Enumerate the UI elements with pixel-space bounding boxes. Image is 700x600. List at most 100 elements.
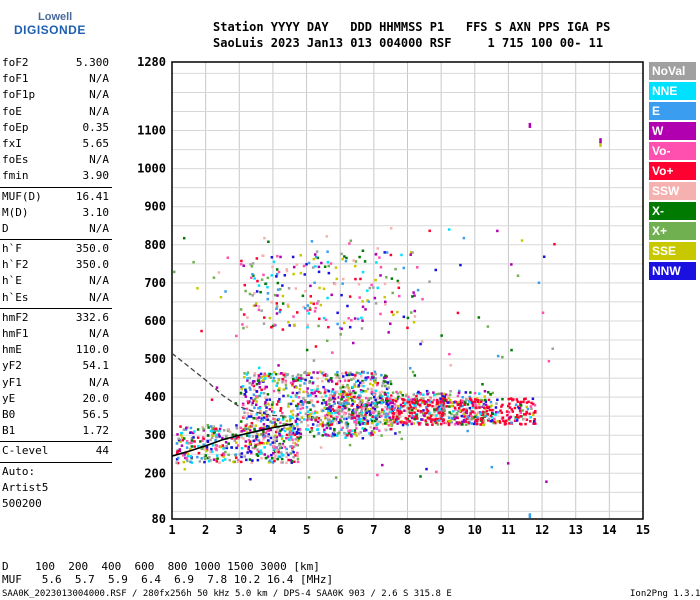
echo-point (186, 454, 190, 458)
echo-point (308, 401, 311, 404)
echo-point (316, 384, 319, 388)
echo-point (312, 257, 316, 261)
echo-point (285, 269, 289, 273)
echo-point (397, 294, 401, 298)
echo-point (314, 418, 317, 422)
echo-point (381, 384, 384, 388)
echo-point (275, 307, 278, 311)
echo-point (301, 406, 305, 410)
echo-point (380, 410, 384, 414)
echo-point (215, 386, 219, 389)
header-values: SaoLuis 2023 Jan13 013 004000 RSF 1 715 … (213, 36, 604, 50)
echo-point (260, 380, 263, 383)
echo-point (293, 460, 296, 464)
echo-point (414, 401, 418, 404)
echo-point (338, 401, 341, 404)
echo-point (175, 457, 179, 461)
echo-point (202, 437, 205, 441)
echo-point (382, 409, 385, 413)
echo-point (278, 434, 282, 437)
echo-point (291, 382, 294, 386)
echo-point (299, 271, 303, 275)
echo-point (292, 455, 295, 459)
echo-point (270, 300, 274, 304)
echo-point (324, 414, 327, 417)
echo-point (419, 342, 422, 346)
echo-point (513, 406, 517, 410)
echo-point (360, 409, 363, 412)
trace-curve (171, 352, 287, 417)
echo-point (486, 325, 490, 328)
echo-point (360, 403, 364, 407)
echo-point (265, 418, 268, 421)
echo-point (361, 249, 365, 253)
echo-point (288, 324, 291, 327)
echo-point (289, 429, 292, 432)
echo-point (221, 436, 224, 440)
echo-point (483, 389, 487, 393)
echo-point (348, 415, 352, 419)
echo-point (215, 436, 218, 439)
echo-point (301, 401, 305, 404)
param-name: yF2 (2, 359, 22, 373)
echo-point (267, 240, 270, 244)
echo-point (267, 414, 271, 418)
echo-point (432, 391, 435, 394)
echo-point (344, 371, 348, 374)
echo-point (256, 279, 259, 283)
echo-point (218, 429, 221, 433)
echo-point (384, 376, 387, 379)
echo-point (250, 450, 253, 454)
echo-point (375, 383, 379, 387)
echo-point (385, 400, 389, 403)
echo-point (296, 454, 299, 458)
echo-point (411, 370, 415, 374)
echo-point (325, 413, 329, 417)
echo-point (412, 422, 416, 425)
echo-point (249, 388, 252, 391)
echo-point (380, 390, 384, 394)
echo-point (410, 411, 414, 415)
echo-point (296, 425, 299, 428)
echo-point (281, 302, 285, 305)
echo-point (345, 417, 348, 421)
echo-point (373, 407, 377, 411)
echo-point (396, 409, 399, 412)
echo-point (392, 416, 395, 419)
echo-point (464, 401, 467, 404)
echo-point (254, 417, 258, 420)
echo-point (235, 424, 238, 427)
echo-point (264, 431, 268, 435)
echo-point (388, 406, 392, 409)
echo-point (532, 411, 536, 415)
echo-point (386, 381, 389, 384)
echo-point (271, 403, 274, 406)
echo-point (275, 312, 279, 315)
echo-point (260, 375, 264, 379)
echo-point (264, 456, 268, 460)
echo-point (258, 441, 262, 445)
echo-point (290, 445, 294, 448)
echo-point (431, 404, 434, 408)
echo-point (428, 229, 431, 233)
echo-point (515, 398, 519, 401)
echo-point (378, 429, 381, 432)
echo-point (369, 397, 373, 400)
echo-point (248, 400, 251, 403)
echo-point (293, 441, 297, 445)
echo-point (415, 414, 418, 417)
echo-point (442, 397, 446, 401)
echo-point (209, 459, 212, 462)
echo-point (441, 419, 445, 423)
echo-point (340, 293, 343, 297)
x-tick-label: 7 (370, 523, 377, 537)
echo-point (366, 289, 369, 292)
echo-point (389, 423, 393, 427)
echo-point (250, 403, 254, 406)
echo-point (434, 268, 438, 272)
echo-point (344, 432, 348, 436)
echo-point (305, 372, 309, 375)
echo-point (340, 428, 343, 431)
param-name: h`F2 (2, 258, 29, 272)
echo-point (309, 301, 313, 305)
